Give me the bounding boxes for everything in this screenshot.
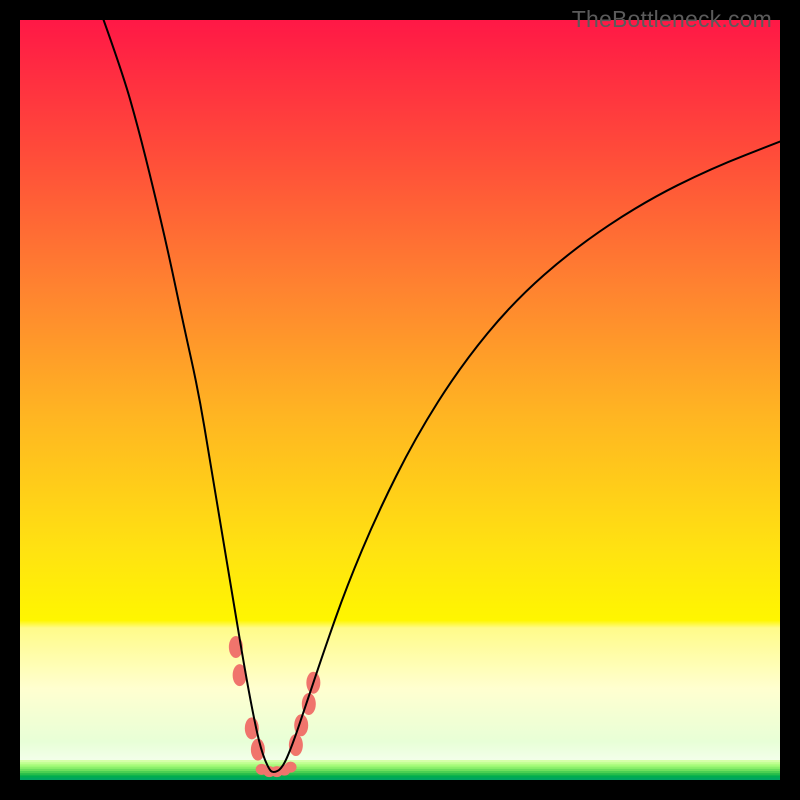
outer-border: TheBottleneck.com — [0, 0, 800, 800]
curve-marker — [251, 739, 265, 761]
green-band — [20, 778, 780, 780]
watermark-text: TheBottleneck.com — [572, 6, 772, 33]
chart-svg — [20, 20, 780, 780]
plot-area — [20, 20, 780, 780]
gradient-background — [20, 20, 780, 780]
valley-marker — [285, 762, 297, 773]
